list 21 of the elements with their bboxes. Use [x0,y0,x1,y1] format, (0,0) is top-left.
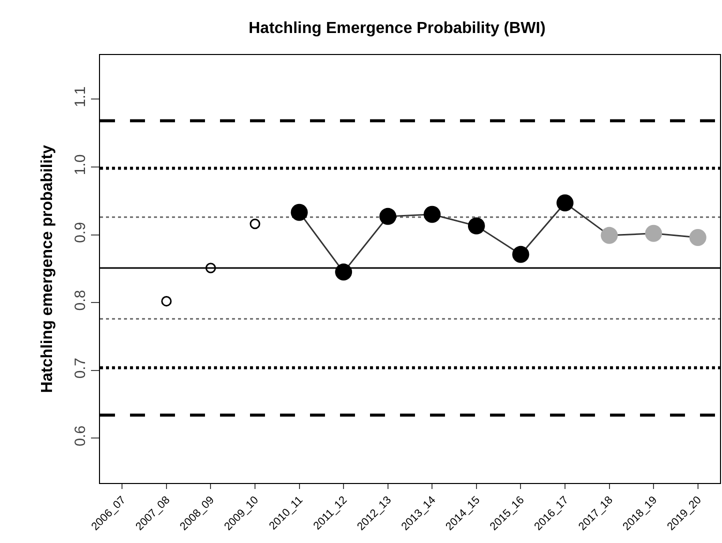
point [556,194,574,212]
point [645,224,662,242]
y-tick-label: 1.1 [72,86,89,108]
point [205,262,216,274]
y-tick-label: 0.7 [72,358,89,379]
point [290,204,308,221]
point [512,246,530,263]
y-tick-label: 0.6 [72,426,89,446]
point [424,206,441,223]
point [600,226,618,244]
y-tick-label: 1.0 [72,154,89,176]
point [689,228,706,246]
chart-title: Hatchling Emergence Probability (BWI) [248,20,546,37]
point [250,218,260,230]
y-axis-title: Hatchling emergence probability [38,144,56,394]
point [335,264,352,281]
y-tick-label: 0.8 [72,290,89,311]
y-tick-label: 0.9 [72,222,89,243]
point [468,217,485,234]
point [161,296,172,306]
point [379,208,396,225]
